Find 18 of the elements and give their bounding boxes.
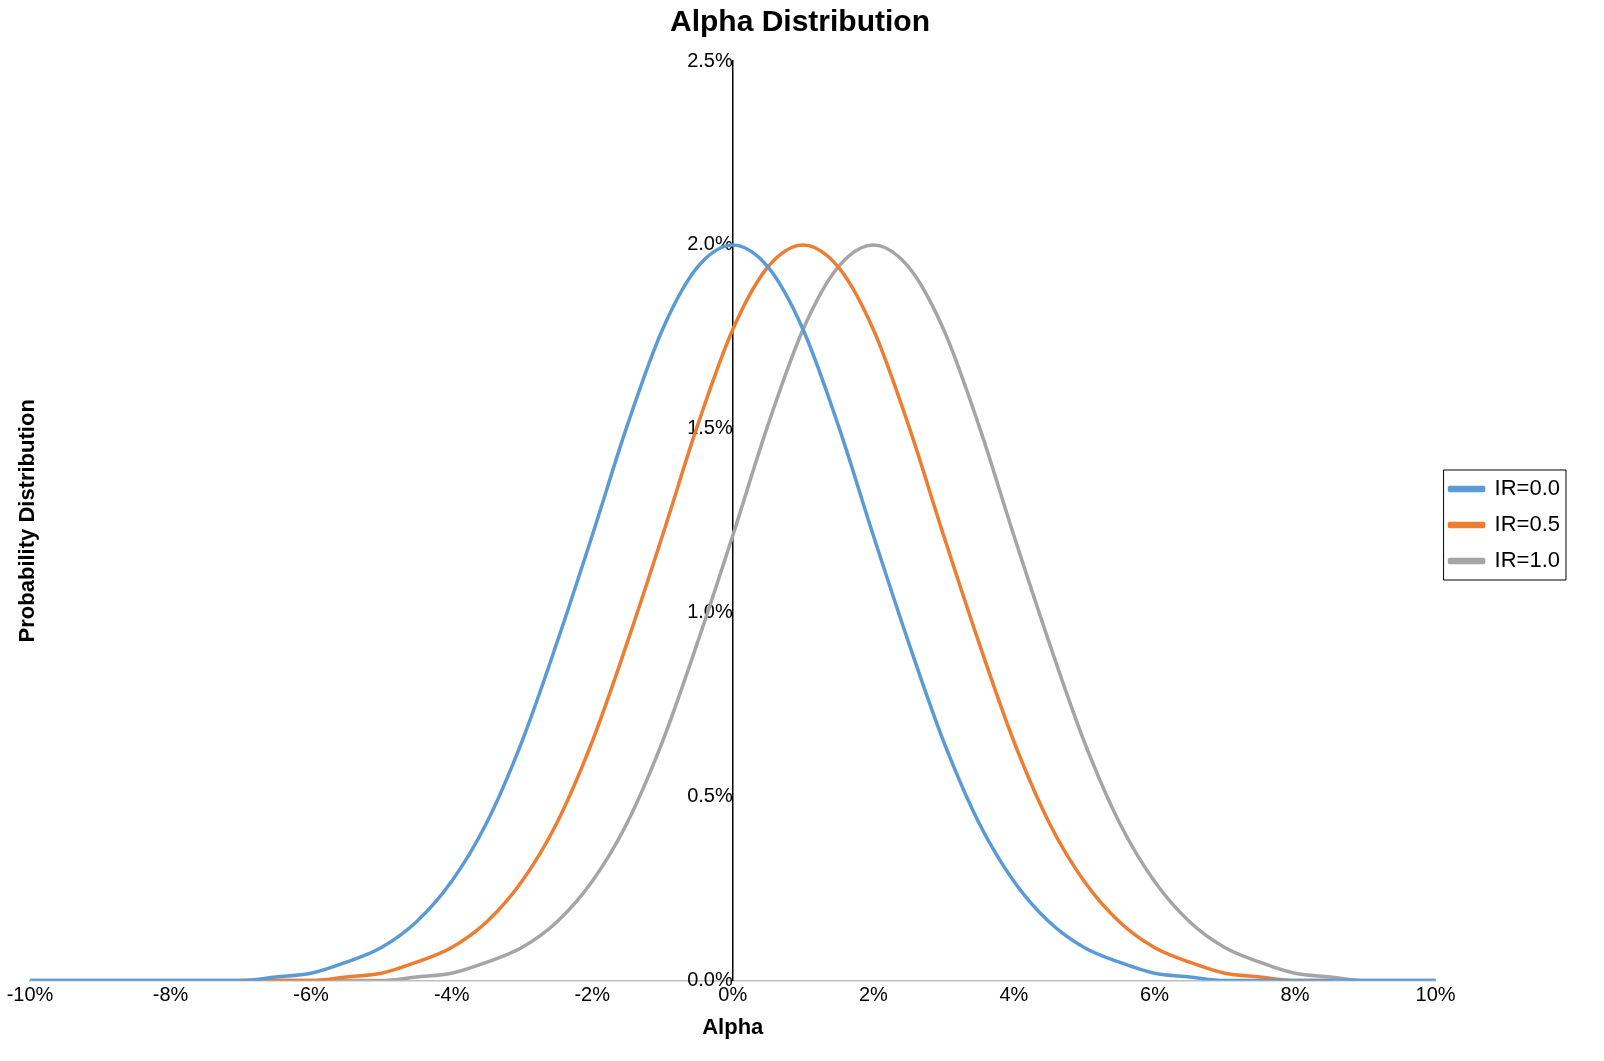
x-tick-label: -2% <box>574 983 611 1006</box>
y-axis-title: Probability Distribution <box>14 399 40 643</box>
y-tick-label: 0.5% <box>687 784 733 807</box>
x-tick-label: -4% <box>433 983 470 1006</box>
x-tick-label: 10% <box>1415 983 1456 1006</box>
x-tick-label: -6% <box>293 983 330 1006</box>
x-tick-label: 2% <box>858 983 889 1006</box>
x-axis-title: Alpha <box>702 1013 765 1039</box>
x-tick-label: 8% <box>1280 983 1310 1006</box>
x-tick-label: 4% <box>999 983 1029 1006</box>
legend-label: IR=0.0 <box>1494 475 1561 501</box>
legend-label: IR=0.5 <box>1494 511 1561 537</box>
chart-title: Alpha Distribution <box>670 4 930 38</box>
x-tick-label: -10% <box>6 983 54 1006</box>
x-tick-label: -8% <box>152 983 189 1006</box>
y-tick-label: 2.5% <box>687 48 733 71</box>
legend-label: IR=1.0 <box>1494 547 1561 573</box>
x-tick-label: 6% <box>1140 983 1170 1006</box>
